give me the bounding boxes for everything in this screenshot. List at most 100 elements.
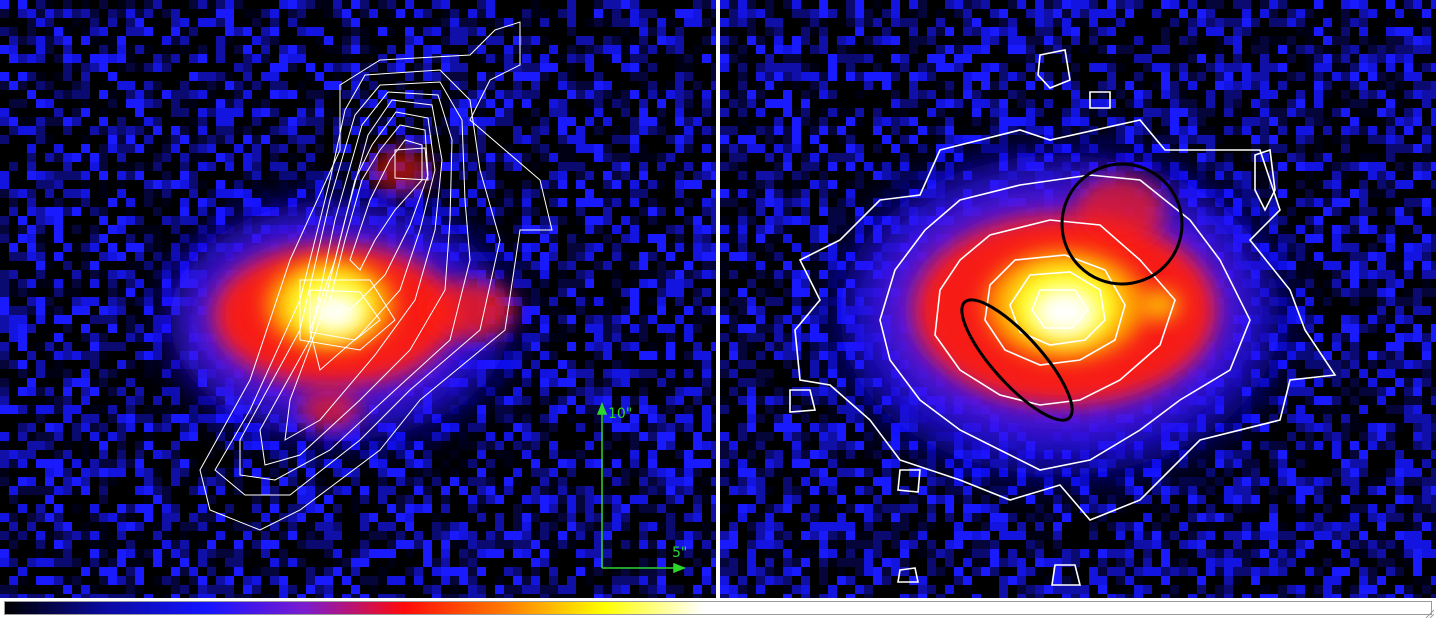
- noise-pixel: [1404, 54, 1413, 63]
- noise-pixel: [936, 162, 945, 171]
- noise-pixel: [486, 387, 495, 396]
- noise-pixel: [72, 297, 81, 306]
- noise-pixel: [567, 576, 576, 585]
- noise-pixel: [144, 468, 153, 477]
- noise-pixel: [441, 63, 450, 72]
- noise-pixel: [342, 9, 351, 18]
- noise-pixel: [450, 522, 459, 531]
- noise-pixel: [1314, 135, 1323, 144]
- noise-pixel: [981, 63, 990, 72]
- noise-pixel: [819, 45, 828, 54]
- noise-pixel: [432, 441, 441, 450]
- noise-pixel: [756, 72, 765, 81]
- noise-pixel: [126, 297, 135, 306]
- noise-pixel: [450, 450, 459, 459]
- noise-pixel: [549, 414, 558, 423]
- noise-pixel: [162, 522, 171, 531]
- noise-pixel: [513, 45, 522, 54]
- noise-pixel: [630, 576, 639, 585]
- noise-pixel: [171, 108, 180, 117]
- noise-pixel: [1224, 99, 1233, 108]
- noise-pixel: [198, 216, 207, 225]
- noise-pixel: [117, 441, 126, 450]
- noise-pixel: [567, 468, 576, 477]
- noise-pixel: [261, 441, 270, 450]
- noise-pixel: [900, 99, 909, 108]
- noise-pixel: [414, 36, 423, 45]
- noise-pixel: [747, 180, 756, 189]
- noise-pixel: [495, 486, 504, 495]
- noise-pixel: [117, 297, 126, 306]
- noise-pixel: [459, 558, 468, 567]
- noise-pixel: [144, 369, 153, 378]
- noise-pixel: [351, 558, 360, 567]
- noise-pixel: [1386, 45, 1395, 54]
- noise-pixel: [1350, 54, 1359, 63]
- noise-pixel: [108, 540, 117, 549]
- noise-pixel: [396, 117, 405, 126]
- noise-pixel: [621, 594, 630, 598]
- noise-pixel: [387, 144, 396, 153]
- noise-pixel: [216, 549, 225, 558]
- noise-pixel: [378, 72, 387, 81]
- noise-pixel: [27, 252, 36, 261]
- noise-pixel: [288, 54, 297, 63]
- noise-pixel: [1269, 54, 1278, 63]
- noise-pixel: [648, 423, 657, 432]
- noise-pixel: [1278, 126, 1287, 135]
- noise-pixel: [396, 531, 405, 540]
- noise-pixel: [594, 18, 603, 27]
- noise-pixel: [81, 468, 90, 477]
- noise-pixel: [540, 522, 549, 531]
- noise-pixel: [603, 351, 612, 360]
- noise-pixel: [1368, 171, 1377, 180]
- noise-pixel: [234, 414, 243, 423]
- noise-pixel: [342, 18, 351, 27]
- noise-pixel: [45, 261, 54, 270]
- noise-pixel: [342, 54, 351, 63]
- noise-pixel: [630, 117, 639, 126]
- noise-pixel: [1296, 144, 1305, 153]
- noise-pixel: [585, 369, 594, 378]
- noise-pixel: [153, 450, 162, 459]
- noise-pixel: [675, 297, 684, 306]
- noise-pixel: [351, 18, 360, 27]
- noise-pixel: [1251, 117, 1260, 126]
- noise-pixel: [315, 189, 324, 198]
- noise-pixel: [9, 135, 18, 144]
- noise-pixel: [81, 513, 90, 522]
- noise-pixel: [1125, 117, 1134, 126]
- noise-pixel: [1431, 108, 1436, 117]
- noise-pixel: [225, 522, 234, 531]
- noise-pixel: [1215, 63, 1224, 72]
- noise-pixel: [144, 234, 153, 243]
- noise-pixel: [729, 126, 738, 135]
- noise-pixel: [333, 558, 342, 567]
- noise-pixel: [585, 324, 594, 333]
- noise-pixel: [189, 243, 198, 252]
- noise-pixel: [63, 351, 72, 360]
- noise-pixel: [603, 207, 612, 216]
- noise-pixel: [909, 126, 918, 135]
- noise-pixel: [162, 486, 171, 495]
- noise-pixel: [54, 576, 63, 585]
- noise-pixel: [99, 459, 108, 468]
- noise-pixel: [45, 117, 54, 126]
- noise-pixel: [162, 315, 171, 324]
- noise-pixel: [396, 477, 405, 486]
- noise-pixel: [1224, 63, 1233, 72]
- noise-pixel: [243, 441, 252, 450]
- noise-pixel: [486, 432, 495, 441]
- noise-pixel: [585, 486, 594, 495]
- noise-pixel: [144, 288, 153, 297]
- noise-pixel: [0, 315, 9, 324]
- noise-pixel: [540, 99, 549, 108]
- noise-pixel: [648, 477, 657, 486]
- noise-pixel: [549, 63, 558, 72]
- noise-pixel: [612, 459, 621, 468]
- noise-pixel: [27, 477, 36, 486]
- noise-pixel: [684, 477, 693, 486]
- noise-pixel: [558, 477, 567, 486]
- noise-pixel: [702, 270, 711, 279]
- noise-pixel: [243, 63, 252, 72]
